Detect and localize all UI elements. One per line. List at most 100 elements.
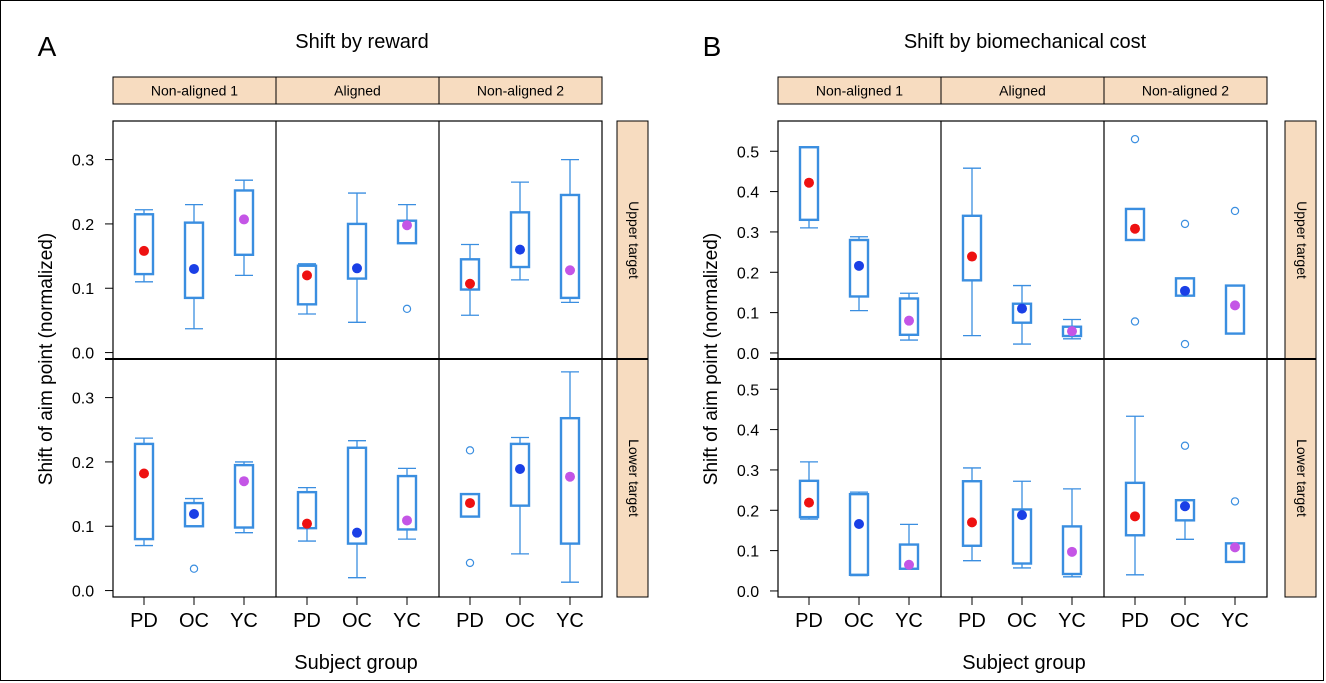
box	[459, 258, 481, 291]
box	[396, 474, 418, 531]
panel-title: Shift by reward	[295, 31, 428, 53]
box	[1124, 481, 1146, 537]
mean-point	[1130, 223, 1140, 234]
row-strip	[1284, 120, 1317, 360]
outlier-point	[1180, 339, 1190, 349]
box	[509, 442, 531, 507]
mean-point	[1180, 285, 1190, 296]
y-tick-label: 0.3	[737, 463, 759, 480]
column-strip-label: Non-aligned 1	[151, 83, 238, 99]
panel-letter: B	[703, 31, 722, 62]
y-tick-label: 0.5	[737, 144, 759, 161]
mean-point	[1017, 303, 1027, 314]
mean-point	[854, 260, 864, 271]
box	[459, 492, 481, 518]
mean-point	[352, 527, 362, 538]
box	[961, 214, 983, 282]
mean-point	[465, 278, 475, 289]
row-strip-label: Lower target	[1294, 439, 1310, 517]
x-tick-label: PD	[795, 610, 823, 632]
mean-point	[854, 518, 864, 529]
box	[559, 193, 581, 300]
outlier-point	[1230, 206, 1240, 216]
y-tick-label: 0.3	[72, 153, 94, 170]
outlier-point	[1180, 441, 1190, 450]
x-tick-label: PD	[958, 610, 986, 632]
mean-point	[402, 220, 412, 231]
column-strip-label: Aligned	[999, 83, 1046, 99]
y-axis-label: Shift of aim point (normalized)	[701, 233, 722, 485]
row-strip-label: Lower target	[626, 439, 642, 517]
outlier-point	[465, 446, 475, 455]
box	[559, 416, 581, 545]
x-tick-label: YC	[895, 610, 923, 632]
box	[898, 297, 920, 336]
box	[346, 222, 368, 280]
mean-point	[565, 265, 575, 276]
mean-point	[465, 498, 475, 509]
mean-point	[967, 517, 977, 528]
mean-point	[804, 497, 814, 508]
x-tick-label: OC	[844, 610, 874, 632]
outlier-point	[1130, 317, 1140, 326]
box	[296, 264, 318, 306]
chart-panel-a: A Shift by reward Non-aligned 1 Aligned Non-…	[36, 31, 649, 674]
column-strip	[438, 76, 603, 105]
row-strip-label: Upper target	[1294, 201, 1310, 279]
x-tick-label: YC	[1221, 610, 1249, 632]
y-tick-label: 0.1	[72, 281, 94, 298]
mean-point	[904, 559, 914, 570]
outlier-point	[402, 304, 412, 314]
mean-point	[1180, 501, 1190, 512]
box	[961, 480, 983, 547]
y-tick-label: 0.3	[737, 225, 759, 242]
x-tick-label: PD	[293, 610, 321, 632]
mean-point	[239, 476, 249, 487]
mean-point	[239, 214, 249, 225]
mean-point	[1017, 510, 1027, 521]
y-tick-label: 0.2	[72, 455, 94, 472]
box	[183, 221, 205, 300]
x-tick-label: YC	[393, 610, 421, 632]
panel-letter: A	[38, 31, 57, 62]
x-tick-label: OC	[505, 610, 535, 632]
box	[1224, 284, 1246, 335]
y-tick-label: 0.2	[737, 503, 759, 520]
box	[233, 463, 255, 529]
box	[1011, 508, 1033, 565]
outlier-point	[1130, 134, 1140, 144]
box	[1124, 207, 1146, 242]
y-tick-label: 0.5	[737, 382, 759, 399]
mean-point	[352, 263, 362, 274]
mean-point	[302, 518, 312, 529]
row-strip	[616, 358, 649, 598]
mean-point	[1230, 300, 1240, 311]
column-strip-label: Non-aligned 1	[816, 83, 903, 99]
x-tick-label: YC	[556, 610, 584, 632]
x-tick-label: PD	[1121, 610, 1149, 632]
y-tick-label: 0.0	[737, 584, 759, 601]
mean-point	[1130, 511, 1140, 522]
outlier-point	[189, 564, 199, 573]
mean-point	[139, 245, 149, 256]
column-strip	[940, 76, 1105, 105]
mean-point	[565, 471, 575, 482]
x-tick-label: YC	[1058, 610, 1086, 632]
y-tick-label: 0.0	[72, 346, 94, 363]
mean-point	[1067, 546, 1077, 557]
mean-point	[904, 315, 914, 326]
box	[1061, 525, 1083, 576]
chart-panel-b: B Shift by biomechanical cost Non-aligned …	[701, 31, 1317, 674]
box	[798, 479, 820, 519]
y-tick-label: 0.0	[72, 584, 94, 601]
mean-point	[189, 509, 199, 520]
y-tick-label: 0.4	[737, 185, 759, 202]
x-tick-label: YC	[230, 610, 258, 632]
box	[233, 189, 255, 256]
panel-title: Shift by biomechanical cost	[904, 31, 1147, 53]
x-tick-label: OC	[1170, 610, 1200, 632]
y-tick-label: 0.1	[737, 544, 759, 561]
mean-point	[302, 270, 312, 281]
